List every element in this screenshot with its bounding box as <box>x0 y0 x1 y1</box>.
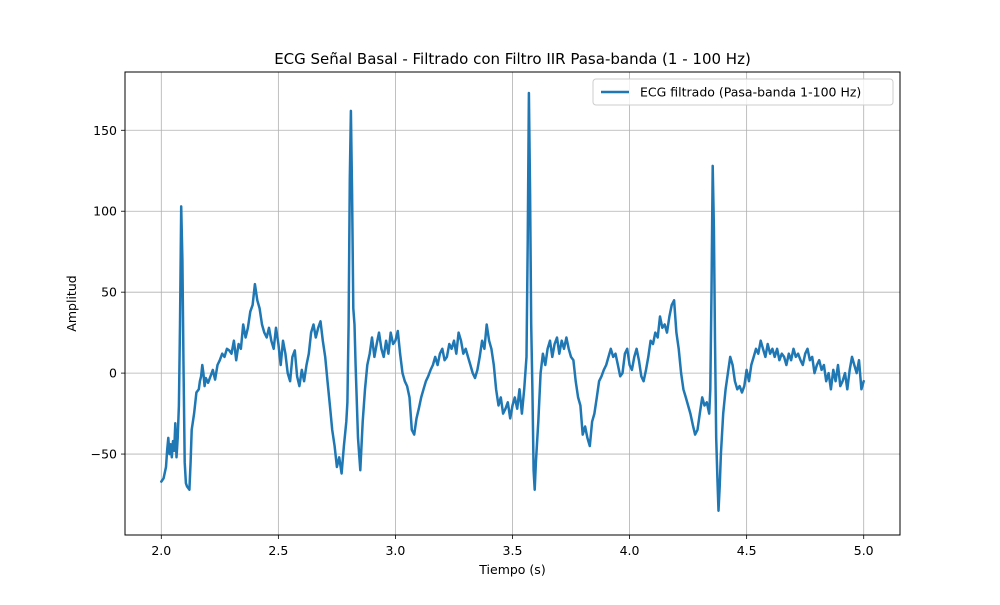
grid <box>125 72 900 535</box>
chart-title: ECG Señal Basal - Filtrado con Filtro II… <box>274 50 751 68</box>
x-tick-label: 5.0 <box>854 543 874 558</box>
series-layer <box>160 91 865 512</box>
x-tick-label: 2.0 <box>151 543 171 558</box>
legend-box <box>592 78 894 106</box>
y-tick-label: 50 <box>101 285 117 300</box>
x-axis-label: Tiempo (s) <box>478 562 545 577</box>
y-tick-label: 100 <box>93 204 117 219</box>
x-axis: 2.0 2.5 3.0 3.5 4.0 4.5 5.0 <box>151 535 874 558</box>
legend-label: ECG filtrado (Pasa-banda 1-100 Hz) <box>640 85 861 100</box>
y-tick-label: −50 <box>91 447 117 462</box>
y-axis: −50 0 50 100 150 <box>91 123 125 462</box>
y-tick-label: 150 <box>93 123 117 138</box>
legend: ECG filtrado (Pasa-banda 1-100 Hz) <box>592 78 894 106</box>
x-tick-label: 4.0 <box>620 543 640 558</box>
ecg-series-line <box>160 91 865 512</box>
x-tick-label: 3.0 <box>385 543 405 558</box>
x-tick-label: 2.5 <box>268 543 288 558</box>
y-tick-label: 0 <box>109 366 117 381</box>
x-tick-label: 3.5 <box>503 543 523 558</box>
y-axis-label: Amplitud <box>64 275 79 331</box>
x-tick-label: 4.5 <box>737 543 757 558</box>
